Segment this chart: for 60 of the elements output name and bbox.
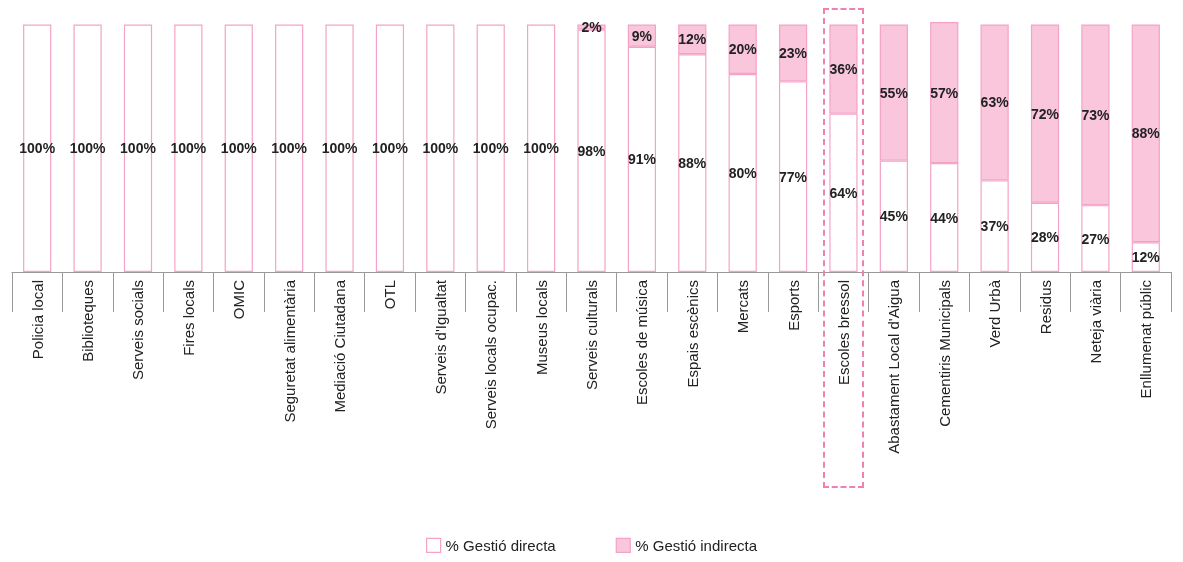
data-label: 80% — [728, 164, 758, 181]
x-tick-label: Mercats — [734, 280, 752, 334]
data-label: 63% — [980, 94, 1010, 111]
data-label: 88% — [1131, 125, 1161, 142]
data-label: 100% — [523, 140, 560, 157]
data-label: 100% — [170, 140, 207, 157]
data-label: 88% — [678, 155, 707, 172]
data-label: 77% — [779, 168, 808, 185]
data-label: 100% — [69, 140, 107, 157]
x-tick-label: Escoles de música — [633, 279, 651, 406]
x-tick-label: Abastament Local d'Aigua — [885, 279, 903, 454]
x-tick-label: OMIC — [230, 279, 248, 320]
data-label: 64% — [829, 184, 859, 201]
x-tick-label: Biblioteques — [79, 280, 97, 362]
data-label: 100% — [472, 140, 510, 157]
x-tick-label: Serveis locals ocupac. — [482, 280, 500, 430]
x-tick-label: Mediació Ciutadana — [331, 279, 349, 413]
x-tick-label: Policia local — [28, 280, 46, 360]
data-label: 100% — [19, 140, 56, 157]
data-label: 20% — [728, 41, 758, 58]
data-label: 100% — [120, 140, 157, 157]
x-tick-label: Escoles bressol — [834, 280, 852, 386]
legend-label: % Gestió directa — [445, 536, 557, 554]
x-tick-label: Seguretat alimentària — [280, 279, 298, 423]
data-label: 100% — [271, 140, 308, 157]
x-tick-label: Verd Urbà — [986, 279, 1004, 348]
data-label: 37% — [980, 218, 1010, 235]
data-label: 100% — [321, 140, 358, 157]
x-tick-label: Neteja viària — [1086, 279, 1104, 364]
data-label: 73% — [1081, 106, 1110, 123]
x-tick-label: Espais escènics — [683, 280, 701, 388]
x-tick-label: Residus — [1036, 280, 1054, 335]
data-label: 72% — [1031, 105, 1060, 122]
x-tick-label: Serveis culturals — [583, 280, 600, 391]
x-tick-label: Museus locals — [532, 280, 550, 376]
x-tick-label: Esports — [784, 280, 802, 331]
legend-label: % Gestió indirecta — [635, 536, 758, 554]
data-label: 45% — [879, 208, 909, 225]
data-label: 100% — [220, 140, 258, 157]
data-label: 27% — [1081, 230, 1110, 247]
data-label: 98% — [577, 142, 607, 159]
x-tick-label: Serveis d'Igualtat — [431, 279, 449, 395]
data-label: 12% — [678, 31, 707, 48]
data-label: 100% — [422, 140, 459, 157]
data-label: 100% — [372, 140, 409, 157]
data-label: 55% — [879, 84, 909, 101]
data-label: 2% — [581, 18, 603, 35]
x-tick-label: Fires locals — [179, 280, 197, 356]
data-label: 28% — [1031, 229, 1060, 246]
x-tick-label: Serveis socials — [129, 280, 147, 381]
x-tick-label: Cementiris Municipals — [935, 280, 953, 427]
data-label: 91% — [627, 151, 657, 168]
data-label: 36% — [829, 61, 859, 78]
x-tick-label: OTL — [381, 280, 399, 310]
data-label: 23% — [779, 44, 808, 61]
data-label: 12% — [1131, 249, 1161, 266]
data-label: 57% — [930, 84, 959, 101]
x-tick-label: Enllumenat públic — [1137, 279, 1155, 399]
data-label: 44% — [930, 209, 959, 226]
data-label: 9% — [631, 27, 653, 44]
